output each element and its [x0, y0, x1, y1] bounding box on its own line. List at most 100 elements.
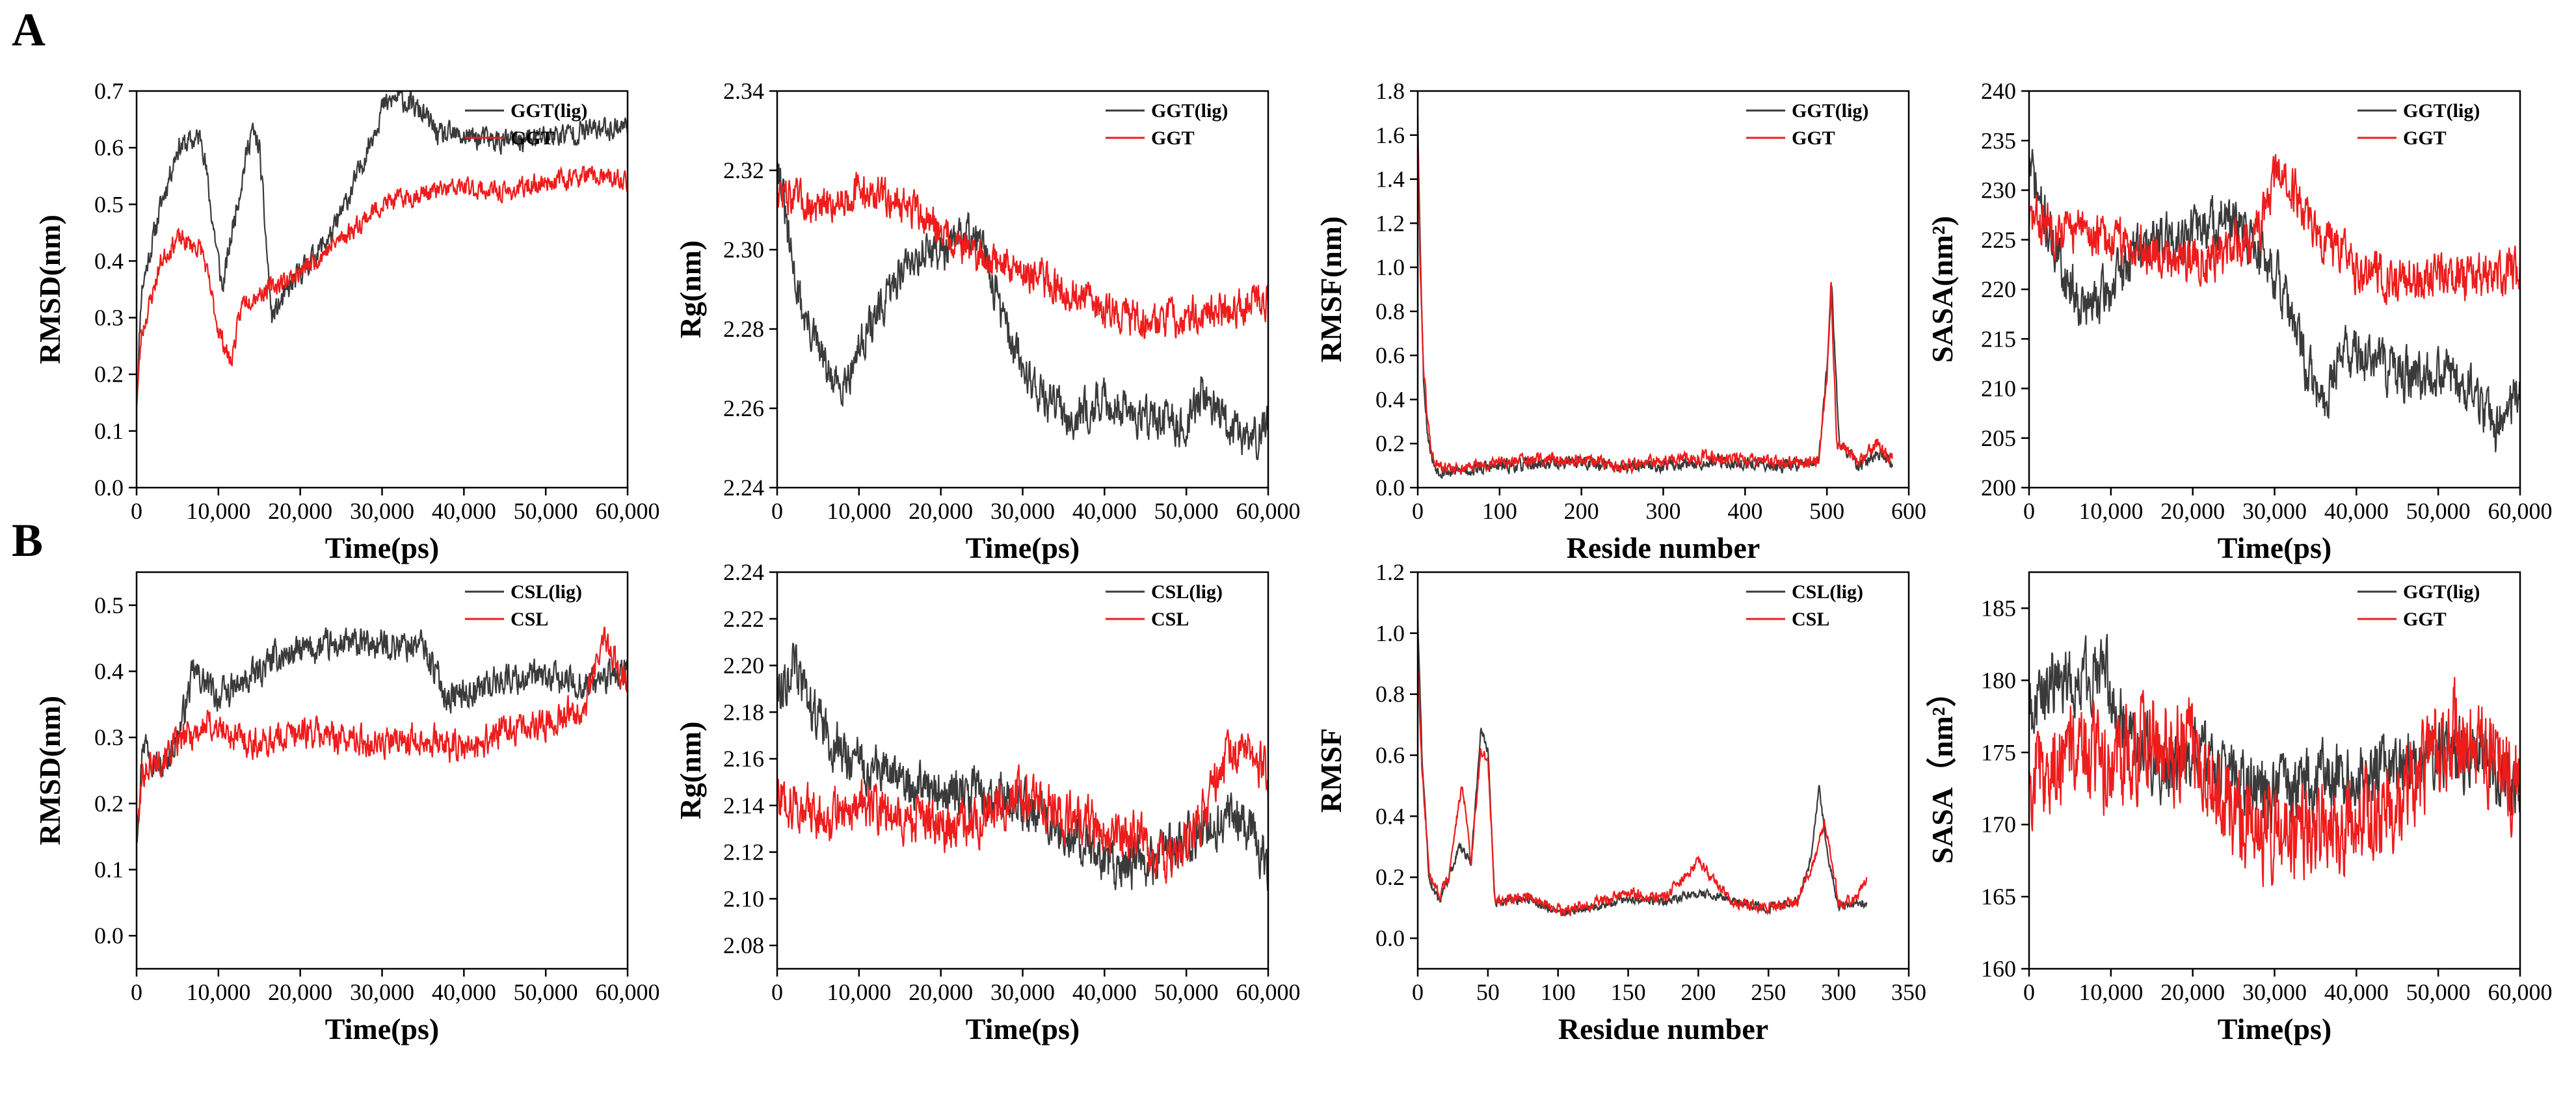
legend: GGT(lig) GGT	[2357, 581, 2480, 630]
legend-label: GGT	[1792, 127, 1835, 149]
x-tick-label: 40,000	[432, 979, 496, 1005]
x-tick-label: 300	[1646, 498, 1681, 524]
y-tick-label: 1.2	[1375, 559, 1405, 585]
legend: CSL(lig) CSL	[1746, 581, 1863, 630]
y-tick-label: 0.5	[94, 592, 124, 618]
y-axis-title: Rg(nm)	[674, 241, 707, 339]
x-tick-label: 10,000	[2078, 498, 2143, 524]
y-tick-label: 0.6	[94, 135, 124, 161]
y-tick-label: 0.0	[94, 475, 124, 501]
legend-label: GGT(lig)	[2403, 100, 2480, 122]
legend-label: GGT(lig)	[1792, 100, 1868, 122]
x-axis-title: Time(ps)	[966, 1012, 1080, 1045]
x-tick-label: 20,000	[909, 498, 973, 524]
series-line-ligand	[137, 627, 628, 843]
x-axis-title: Residue number	[1558, 1012, 1768, 1045]
legend-label: GGT	[2403, 609, 2447, 630]
series-line-ligand	[2029, 149, 2520, 453]
y-tick-label: 0.5	[94, 191, 124, 217]
x-tick-label: 600	[1891, 498, 1926, 524]
legend-label: CSL(lig)	[1151, 581, 1223, 603]
x-tick-label: 60,000	[596, 498, 660, 524]
series-line-apo	[2029, 153, 2520, 306]
y-tick-label: 1.0	[1375, 620, 1405, 646]
y-tick-label: 2.28	[723, 316, 764, 342]
x-axis-title: Time(ps)	[325, 531, 440, 564]
x-tick-label: 10,000	[827, 498, 891, 524]
x-tick-label: 100	[1541, 979, 1576, 1005]
y-tick-label: 0.6	[1375, 743, 1405, 769]
y-tick-label: 2.32	[723, 157, 764, 183]
y-tick-label: 2.20	[723, 653, 764, 679]
y-tick-label: 160	[1981, 956, 2016, 982]
x-tick-label: 50	[1476, 979, 1500, 1005]
x-tick-label: 350	[1891, 979, 1926, 1005]
x-axis-title: Time(ps)	[2218, 1012, 2332, 1045]
x-axis-title: Reside number	[1567, 531, 1760, 564]
x-tick-label: 20,000	[2160, 979, 2225, 1005]
x-tick-label: 40,000	[432, 498, 496, 524]
legend: GGT(lig) GGT	[2357, 100, 2480, 149]
series-line-apo	[137, 626, 628, 843]
y-tick-label: 180	[1981, 667, 2016, 693]
x-tick-label: 500	[1809, 498, 1844, 524]
x-tick-label: 300	[1821, 979, 1856, 1005]
x-tick-label: 60,000	[2488, 498, 2553, 524]
series-line-ligand	[1418, 619, 1868, 917]
y-tick-label: 1.6	[1375, 122, 1405, 148]
y-tick-label: 1.4	[1375, 166, 1405, 192]
x-tick-label: 100	[1482, 498, 1517, 524]
y-tick-label: 2.10	[723, 886, 764, 912]
x-tick-label: 10,000	[186, 979, 250, 1005]
x-tick-label: 60,000	[2488, 979, 2553, 1005]
x-tick-label: 10,000	[827, 979, 891, 1005]
x-axis-title: Time(ps)	[2218, 531, 2332, 564]
x-axis-title: Time(ps)	[325, 1012, 440, 1045]
chart-a2: 0 10,000 20,000 30,000 40,000 50,000 60,000 2.2…	[674, 78, 1301, 564]
y-tick-label: 215	[1981, 326, 2016, 352]
legend: CSL(lig) CSL	[465, 581, 582, 630]
panel-label-b: B	[12, 514, 43, 566]
x-tick-label: 50,000	[514, 498, 578, 524]
x-tick-label: 0	[771, 498, 783, 524]
x-tick-label: 200	[1680, 979, 1716, 1005]
x-tick-label: 10,000	[186, 498, 250, 524]
x-tick-label: 20,000	[268, 498, 332, 524]
chart-a1: 0 10,000 20,000 30,000 40,000 50,000 60,000 0.0…	[33, 78, 660, 564]
legend-label: CSL	[1792, 609, 1829, 630]
y-axis-title: RMSF	[1314, 728, 1348, 813]
x-tick-label: 20,000	[268, 979, 332, 1005]
legend-label: CSL	[1151, 609, 1189, 630]
y-tick-label: 205	[1981, 425, 2016, 451]
panel-label-a: A	[12, 4, 46, 56]
y-tick-label: 1.0	[1375, 254, 1405, 280]
y-tick-label: 2.18	[723, 699, 764, 725]
x-tick-label: 50,000	[1154, 498, 1219, 524]
series-line-apo	[2029, 677, 2520, 887]
y-tick-label: 2.26	[723, 395, 764, 421]
x-tick-label: 30,000	[990, 498, 1055, 524]
x-tick-label: 30,000	[2242, 498, 2307, 524]
x-tick-label: 0	[131, 979, 142, 1005]
legend-label: GGT	[511, 127, 554, 149]
series-line-ligand	[137, 91, 628, 408]
legend: GGT(lig) GGT	[1106, 100, 1228, 149]
x-tick-label: 40,000	[2324, 979, 2389, 1005]
y-tick-label: 0.8	[1375, 681, 1405, 707]
x-tick-label: 50,000	[2406, 979, 2471, 1005]
chart-grid: 0 10,000 20,000 30,000 40,000 50,000 60,000 0.0…	[33, 78, 2553, 1045]
x-tick-label: 0	[131, 498, 142, 524]
legend-label: GGT	[2403, 127, 2447, 149]
x-tick-label: 250	[1751, 979, 1786, 1005]
y-tick-label: 1.8	[1375, 78, 1405, 104]
y-tick-label: 0.3	[94, 305, 124, 331]
chart-b1: 0 10,000 20,000 30,000 40,000 50,000 60,000 0.0…	[33, 571, 660, 1045]
y-tick-label: 2.30	[723, 237, 764, 263]
y-tick-label: 0.0	[1375, 925, 1405, 951]
y-tick-label: 0.1	[94, 418, 124, 444]
y-tick-label: 0.2	[1375, 430, 1405, 456]
y-tick-label: 0.4	[1375, 803, 1405, 829]
y-tick-label: 170	[1981, 811, 2016, 837]
x-tick-label: 60,000	[596, 979, 660, 1005]
